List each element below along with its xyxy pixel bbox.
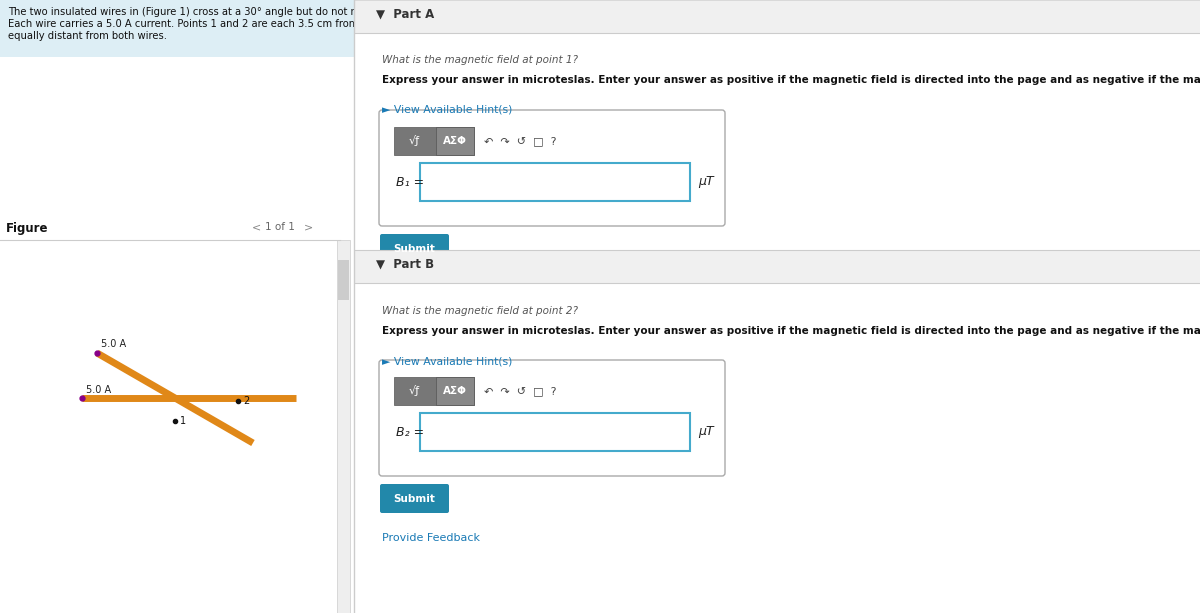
- Text: Express your answer in microteslas. Enter your answer as positive if the magneti: Express your answer in microteslas. Ente…: [382, 326, 1200, 336]
- Text: Provide Feedback: Provide Feedback: [382, 533, 480, 543]
- Text: Figure: Figure: [6, 222, 48, 235]
- Text: √ƒ: √ƒ: [408, 386, 420, 397]
- Text: ΑΣΦ: ΑΣΦ: [443, 136, 467, 146]
- Bar: [354, 250, 1200, 283]
- Text: 1: 1: [180, 416, 186, 426]
- Text: ► View Available Hint(s): ► View Available Hint(s): [382, 356, 512, 366]
- Bar: [354, 0, 1200, 33]
- Bar: [337, 240, 350, 613]
- Bar: [436, 377, 474, 405]
- Text: What is the magnetic field at point 1?: What is the magnetic field at point 1?: [382, 55, 578, 65]
- Text: 2: 2: [242, 396, 250, 406]
- FancyBboxPatch shape: [379, 110, 725, 226]
- Bar: [436, 127, 474, 155]
- Text: ► View Available Hint(s): ► View Available Hint(s): [382, 105, 512, 115]
- Bar: [394, 377, 474, 405]
- Text: ΑΣΦ: ΑΣΦ: [443, 386, 467, 396]
- Text: 5.0 A: 5.0 A: [101, 339, 126, 349]
- Text: equally distant from both wires.: equally distant from both wires.: [8, 31, 167, 41]
- FancyBboxPatch shape: [380, 234, 449, 263]
- Text: μT: μT: [698, 425, 714, 438]
- Text: μT: μT: [698, 175, 714, 189]
- Bar: [394, 127, 474, 155]
- Text: What is the magnetic field at point 2?: What is the magnetic field at point 2?: [382, 306, 578, 316]
- Text: ▼  Part A: ▼ Part A: [376, 8, 434, 21]
- Text: Each wire carries a 5.0 A current. Points 1 and 2 are each 3.5 cm from the inter: Each wire carries a 5.0 A current. Point…: [8, 19, 462, 29]
- Text: ↶  ↷  ↺  □  ?: ↶ ↷ ↺ □ ?: [484, 136, 557, 146]
- Text: Submit: Submit: [394, 243, 434, 254]
- Text: <: <: [252, 222, 262, 232]
- Text: 1 of 1: 1 of 1: [265, 222, 295, 232]
- Text: √ƒ: √ƒ: [408, 135, 420, 147]
- Text: B₂ =: B₂ =: [396, 425, 424, 438]
- Text: B₁ =: B₁ =: [396, 175, 424, 189]
- Bar: [0, 218, 340, 240]
- FancyBboxPatch shape: [379, 360, 725, 476]
- Text: ▼  Part B: ▼ Part B: [376, 258, 434, 271]
- FancyBboxPatch shape: [380, 484, 449, 513]
- Text: 5.0 A: 5.0 A: [86, 385, 112, 395]
- Text: >: >: [304, 222, 313, 232]
- Bar: [338, 260, 349, 300]
- Text: Submit: Submit: [394, 493, 434, 503]
- Bar: [420, 413, 690, 451]
- Bar: [420, 163, 690, 201]
- Bar: [0, 0, 354, 57]
- Text: ↶  ↷  ↺  □  ?: ↶ ↷ ↺ □ ?: [484, 386, 557, 396]
- Text: The two insulated wires in (Figure 1) cross at a 30° angle but do not make elect: The two insulated wires in (Figure 1) cr…: [8, 7, 470, 17]
- Text: Express your answer in microteslas. Enter your answer as positive if the magneti: Express your answer in microteslas. Ente…: [382, 75, 1200, 85]
